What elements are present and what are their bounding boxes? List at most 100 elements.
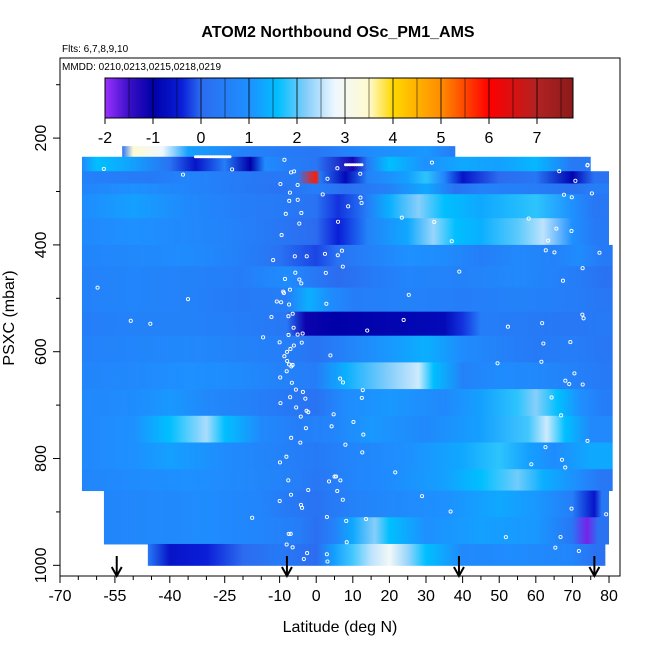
sample-point [457,269,462,274]
colorbar-tick-label: 1 [245,130,254,147]
heatmap-band [81,218,610,246]
sample-point [290,311,295,316]
sample-point [429,160,434,165]
sample-point [604,512,609,517]
sample-point [288,531,293,536]
sample-point [289,380,294,385]
sample-point [101,166,106,171]
sample-point [278,375,283,380]
x-tick-label: -40 [158,588,181,605]
sample-point [271,258,276,263]
heatmap-band [81,183,610,195]
sample-point [360,450,365,455]
sample-point [294,405,299,410]
sample-point [180,172,186,177]
sample-point [297,221,302,226]
heatmap-band [81,311,613,337]
sample-point [289,435,294,440]
sample-point [324,552,329,557]
y-tick-label: 200 [33,125,50,152]
x-tick-label: -55 [103,588,126,605]
x-axis-label: Latitude (deg N) [283,619,398,636]
sample-point [539,359,544,364]
colorbar-tick-label: 5 [437,130,446,147]
x-tick-label: 10 [344,588,362,605]
sample-point [304,254,309,259]
sample-point [284,454,289,459]
sample-point [563,378,568,383]
sample-point [359,200,364,205]
sample-point [335,488,340,494]
sample-point [279,233,284,238]
sample-point [279,300,284,305]
sample-point [287,362,292,367]
chart-title: ATOM2 Northbound OSc_PM1_AMS [201,24,475,41]
down-arrow-icon [588,556,601,579]
flight-markers [110,556,601,579]
x-tick-label: 70 [564,588,582,605]
heatmap-band [81,415,613,443]
sample-point [300,389,305,395]
sample-point [332,474,337,479]
x-tick-label: 0 [312,588,321,605]
sample-point [335,253,340,258]
sample-point [561,192,566,197]
sample-point [300,331,305,336]
sample-point [585,163,590,168]
sample-point [286,314,291,319]
sample-point [541,341,546,346]
heatmap-band [147,543,606,566]
sample-point [448,509,453,514]
sample-point [563,465,568,470]
colorbar-tick-label: 6 [485,130,494,147]
heatmap-band [81,442,613,470]
sample-point [560,278,565,283]
sample-point [325,176,330,181]
sample-point [297,277,302,282]
sample-point [284,369,289,374]
sample-point [285,358,290,364]
colorbar-scale [104,77,574,119]
overlay-layer [95,155,609,564]
sample-point [338,376,343,381]
x-tick-label: -25 [213,588,236,605]
sample-point [288,346,293,352]
sample-point [358,171,363,176]
heatmap-band [103,517,610,545]
sample-point [580,312,585,317]
sample-point [540,321,545,326]
y-tick-label: 1000 [33,547,50,583]
sample-point [546,238,551,243]
dates-label: MMDD: 0210,0213,0215,0218,0219 [62,62,221,73]
sample-point [303,396,308,401]
sample-point [569,228,574,234]
sample-point [543,445,548,450]
sample-point [95,285,100,290]
sample-point [323,270,328,275]
arrow-head [110,566,123,579]
sample-point [543,248,548,253]
x-tick-label: -70 [48,588,71,605]
sample-point [529,462,534,467]
sample-point [287,190,292,195]
down-arrow-icon [110,556,123,579]
y-tick-label: 400 [33,231,50,258]
heatmap-band [81,266,613,289]
heatmap-band [81,362,613,390]
sample-point [360,163,364,167]
arrow-head [453,566,465,579]
x-tick-label: -10 [268,588,291,605]
sample-point [581,316,586,321]
sample-point [325,559,330,564]
sample-point [567,381,572,387]
colorbar-tick-label: 0 [197,130,206,147]
sample-point [360,388,365,393]
sample-point [600,165,605,170]
arrow-head [588,566,601,579]
sample-point [420,494,425,499]
sample-point [597,250,602,255]
y-tick-label: 600 [33,338,50,365]
sample-point [303,426,308,431]
sample-point [299,281,304,286]
sample-point [406,292,411,297]
